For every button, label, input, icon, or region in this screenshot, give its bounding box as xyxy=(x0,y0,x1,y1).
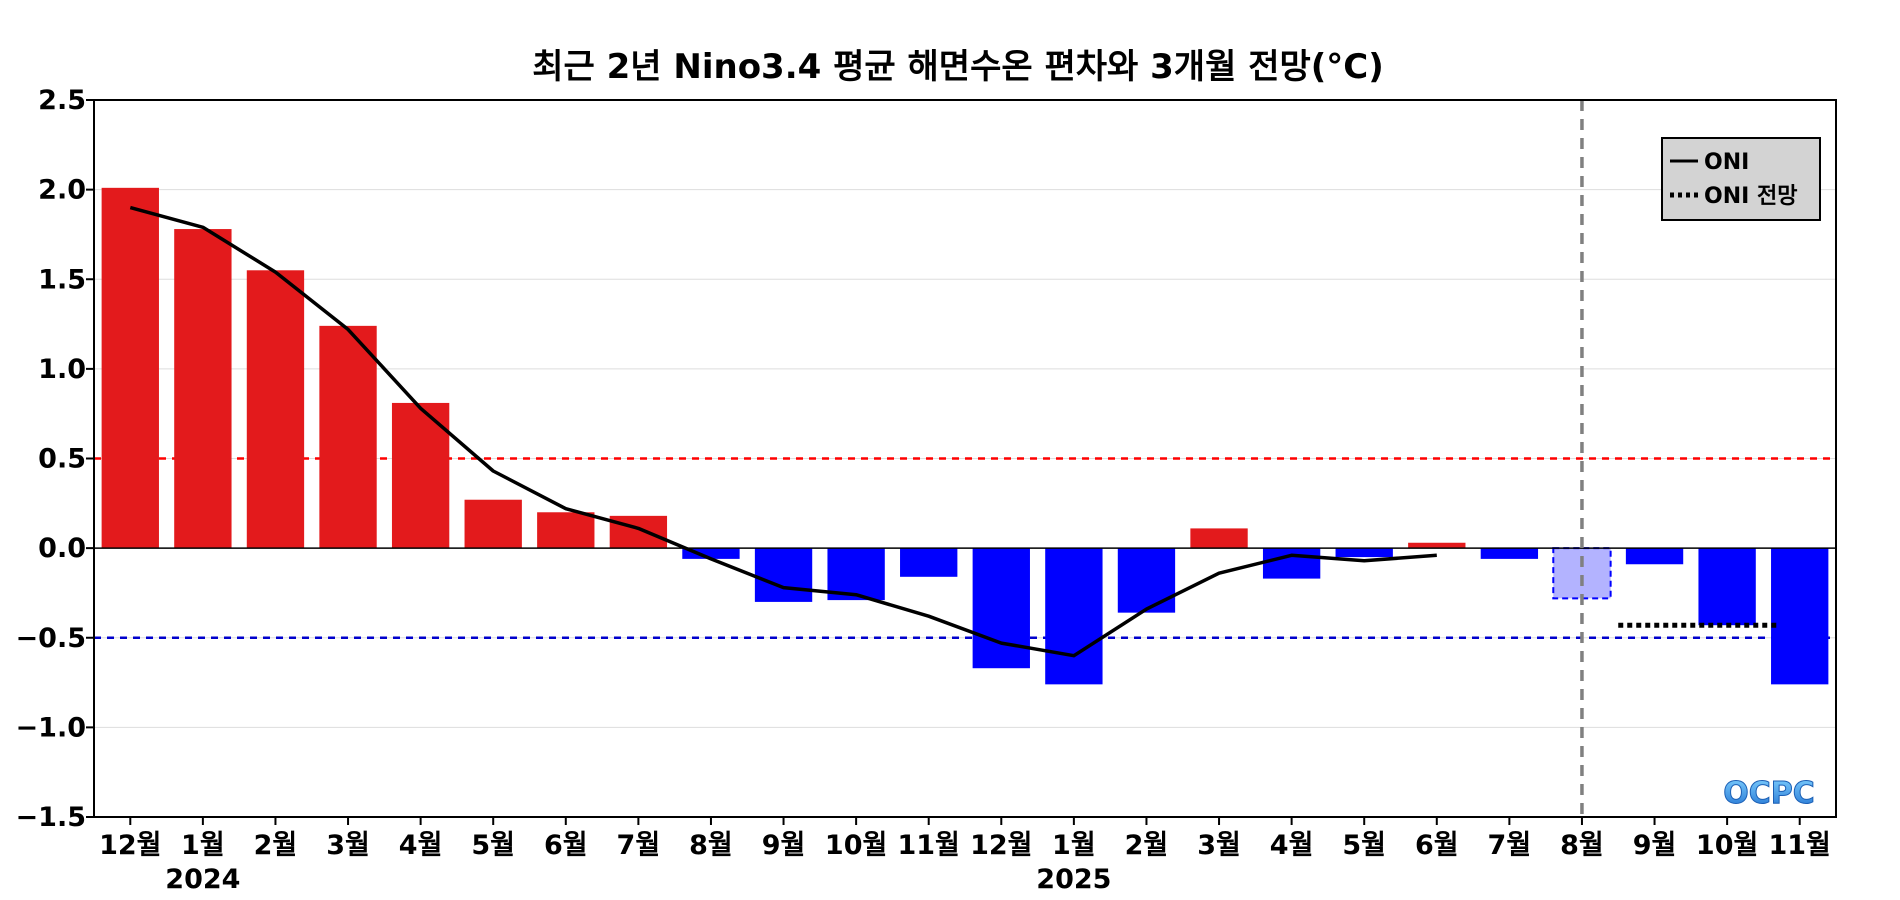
y-tick-label-0: 2.5 xyxy=(38,85,86,116)
bar-11 xyxy=(900,548,958,577)
year-label-1: 2025 xyxy=(1036,864,1111,895)
bar-7 xyxy=(609,515,668,549)
bar-19 xyxy=(1480,548,1539,559)
legend: ONI ONI 전망 xyxy=(1661,137,1821,221)
legend-box xyxy=(1661,137,1821,221)
threshold-lines xyxy=(94,457,1836,639)
bar-13 xyxy=(1045,548,1103,685)
bar-0 xyxy=(101,187,159,549)
x-tick-label-21: 9월 xyxy=(1633,830,1677,861)
chart-title: 최근 2년 Nino3.4 평균 해면수온 편차와 3개월 전망(°C) xyxy=(532,47,1384,87)
x-tick-label-20: 8월 xyxy=(1560,830,1604,861)
bar-12 xyxy=(972,548,1030,669)
bar-series xyxy=(101,187,1829,685)
bar-9 xyxy=(754,548,813,602)
bar-14 xyxy=(1117,548,1176,613)
x-axis: 12월 1월 2월 3월 4월 5월 6월 7월 8월 9월 10월 11월 12월 1월 2월 3월 4월 5월… xyxy=(99,817,1831,895)
bar-18 xyxy=(1408,542,1466,549)
y-tick-label-5: 0.0 xyxy=(38,533,86,564)
x-tick-label-7: 7월 xyxy=(617,830,661,861)
x-tick-label-13: 1월 xyxy=(1052,830,1096,861)
bar-17 xyxy=(1335,548,1393,558)
bar-8 xyxy=(682,548,740,559)
ocpc-logo-text: OCPC xyxy=(1723,776,1815,811)
bar-5 xyxy=(464,499,522,549)
y-axis: 2.5 2.0 1.5 1.0 0.5 0.0 −0.5 −1.0 −1.5 xyxy=(16,85,94,833)
y-tick-label-1: 2.0 xyxy=(38,175,86,206)
bar-1 xyxy=(174,229,232,549)
bar-21 xyxy=(1625,548,1684,565)
x-tick-label-16: 4월 xyxy=(1270,830,1314,861)
x-tick-label-12: 12월 xyxy=(970,830,1032,861)
x-tick-label-1: 1월 xyxy=(181,830,225,861)
x-tick-label-23: 11월 xyxy=(1768,830,1830,861)
x-tick-label-8: 8월 xyxy=(689,830,733,861)
x-tick-label-22: 10월 xyxy=(1696,830,1758,861)
oni-line-series xyxy=(129,205,1437,658)
x-tick-label-4: 4월 xyxy=(399,830,443,861)
x-tick-label-3: 3월 xyxy=(326,830,370,861)
bar-2 xyxy=(246,270,305,549)
bar-23 xyxy=(1771,548,1829,685)
x-tick-label-6: 6월 xyxy=(544,830,588,861)
bar-3 xyxy=(319,325,377,549)
x-tick-label-5: 5월 xyxy=(471,830,515,861)
bar-16 xyxy=(1262,548,1321,579)
x-tick-label-0: 12월 xyxy=(99,830,161,861)
x-tick-label-10: 10월 xyxy=(825,830,887,861)
y-tick-label-6: −0.5 xyxy=(16,623,86,654)
x-tick-label-19: 7월 xyxy=(1488,830,1532,861)
y-tick-label-3: 1.0 xyxy=(38,354,86,385)
bar-6 xyxy=(537,512,595,549)
y-tick-label-2: 1.5 xyxy=(38,264,86,295)
bar-22 xyxy=(1698,548,1756,626)
bar-20 xyxy=(1552,547,1612,600)
oni-line xyxy=(129,205,1437,658)
x-tick-label-18: 6월 xyxy=(1415,830,1459,861)
x-tick-label-9: 9월 xyxy=(762,830,806,861)
y-tick-label-7: −1.0 xyxy=(16,712,86,743)
legend-label-oni: ONI xyxy=(1704,150,1749,175)
y-tick-label-8: −1.5 xyxy=(16,802,86,833)
x-tick-label-11: 11월 xyxy=(897,830,959,861)
year-label-0: 2024 xyxy=(165,864,240,895)
legend-label-forecast: ONI 전망 xyxy=(1704,184,1797,209)
y-tick-label-4: 0.5 xyxy=(38,444,86,475)
bar-15 xyxy=(1190,528,1248,549)
x-tick-label-2: 2월 xyxy=(254,830,298,861)
ocpc-logo: OCPC xyxy=(1723,776,1816,812)
x-tick-label-15: 3월 xyxy=(1197,830,1241,861)
x-tick-label-14: 2월 xyxy=(1125,830,1169,861)
x-tick-label-17: 5월 xyxy=(1342,830,1386,861)
